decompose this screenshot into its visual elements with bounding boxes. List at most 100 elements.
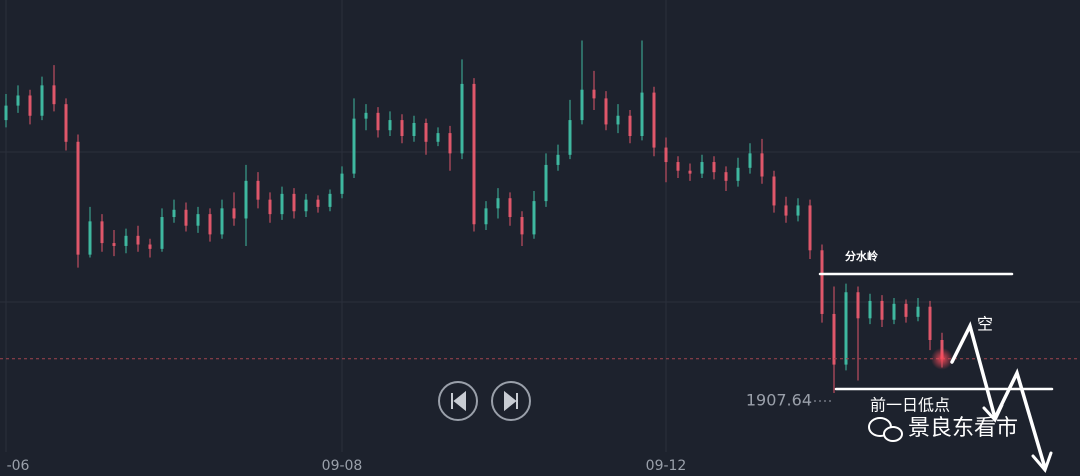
candle-body (292, 193, 296, 212)
candle-body (328, 193, 332, 207)
candle-body (556, 154, 560, 165)
annotation: 前一日低点 (870, 396, 950, 415)
price-label: 1907.64 (746, 390, 812, 409)
candle-body (784, 205, 788, 216)
candle-body (64, 104, 68, 142)
prev-button[interactable] (438, 381, 478, 421)
candle-body (796, 205, 800, 216)
candle-body (436, 133, 440, 142)
candle-body (424, 122, 428, 142)
candle-body (568, 120, 572, 155)
x-tick-label: 09-12 (646, 458, 687, 474)
candle-body (472, 83, 476, 225)
candle-body (28, 95, 32, 116)
candle-body (592, 89, 596, 99)
candle-body (520, 217, 524, 235)
candle-body (460, 83, 464, 154)
candle-body (748, 153, 752, 168)
candle-body (364, 112, 368, 119)
candle-body (376, 112, 380, 131)
x-tick-label: 09-08 (322, 458, 363, 474)
candle-body (892, 303, 896, 320)
candle-body (508, 198, 512, 218)
candle-body (820, 250, 824, 314)
candle-body (16, 95, 20, 106)
candle-body (868, 300, 872, 319)
candle-body (412, 122, 416, 136)
candle-body (400, 120, 404, 136)
candle-body (232, 208, 236, 219)
candle-body (256, 180, 260, 200)
candle-body (580, 89, 584, 121)
candle-body (736, 167, 740, 181)
candle-body (832, 313, 836, 365)
candle-body (700, 162, 704, 174)
candle-body (664, 147, 668, 163)
candle-body (928, 306, 932, 340)
candle-body (604, 98, 608, 125)
path-arrow (950, 321, 997, 420)
candle-body (52, 85, 56, 105)
button-icon (451, 390, 466, 412)
candle-body (496, 198, 500, 209)
candle-body (724, 172, 728, 181)
candle-body (856, 292, 860, 319)
candle-body (316, 199, 320, 207)
icon-bubble (883, 426, 903, 442)
candle-body (712, 162, 716, 173)
candle-body (100, 221, 104, 244)
candle-body (184, 209, 188, 226)
candle-body (172, 209, 176, 218)
candle-body (652, 92, 656, 148)
path-arrow (993, 368, 1047, 470)
candle-body (688, 170, 692, 174)
candle-body (124, 235, 128, 246)
candle-body (112, 243, 116, 246)
candle-body (340, 173, 344, 194)
candle-body (40, 85, 44, 116)
candle-body (904, 303, 908, 317)
candle-body (616, 115, 620, 125)
next-button[interactable] (491, 381, 531, 421)
annotation: 分水岭 (845, 249, 878, 263)
candle-body (220, 208, 224, 235)
candle-body (532, 201, 536, 235)
watermark: 景良东看市 (908, 416, 1018, 441)
candle-body (640, 92, 644, 136)
candle-body (880, 300, 884, 320)
candle-body (772, 176, 776, 206)
candle-body (916, 306, 920, 317)
candle-body (280, 193, 284, 215)
candle-body (544, 164, 548, 202)
candle-body (676, 162, 680, 171)
candle-body (844, 292, 848, 365)
x-tick-label: -06 (7, 458, 30, 474)
drawing (818, 272, 1054, 473)
button-ring (491, 381, 531, 421)
wechat-icon (868, 417, 903, 442)
candle-body (88, 221, 92, 255)
candle-body (760, 153, 764, 177)
candle-body (352, 118, 356, 174)
candle-body (208, 214, 212, 235)
candle-body (244, 180, 248, 219)
candle-body (76, 141, 80, 255)
candle-body (808, 205, 812, 251)
last-price-glow (931, 347, 953, 370)
candle-body (136, 235, 140, 245)
candle-body (160, 217, 164, 249)
candle-body (148, 244, 152, 249)
button-icon (504, 390, 518, 412)
annotation: 空 (977, 315, 993, 334)
button-ring (438, 381, 478, 421)
candle-body (304, 199, 308, 212)
candle-body (4, 105, 8, 121)
candle-body (196, 214, 200, 226)
candle-body (448, 133, 452, 154)
candle-body (268, 199, 272, 215)
candle-body (388, 120, 392, 131)
